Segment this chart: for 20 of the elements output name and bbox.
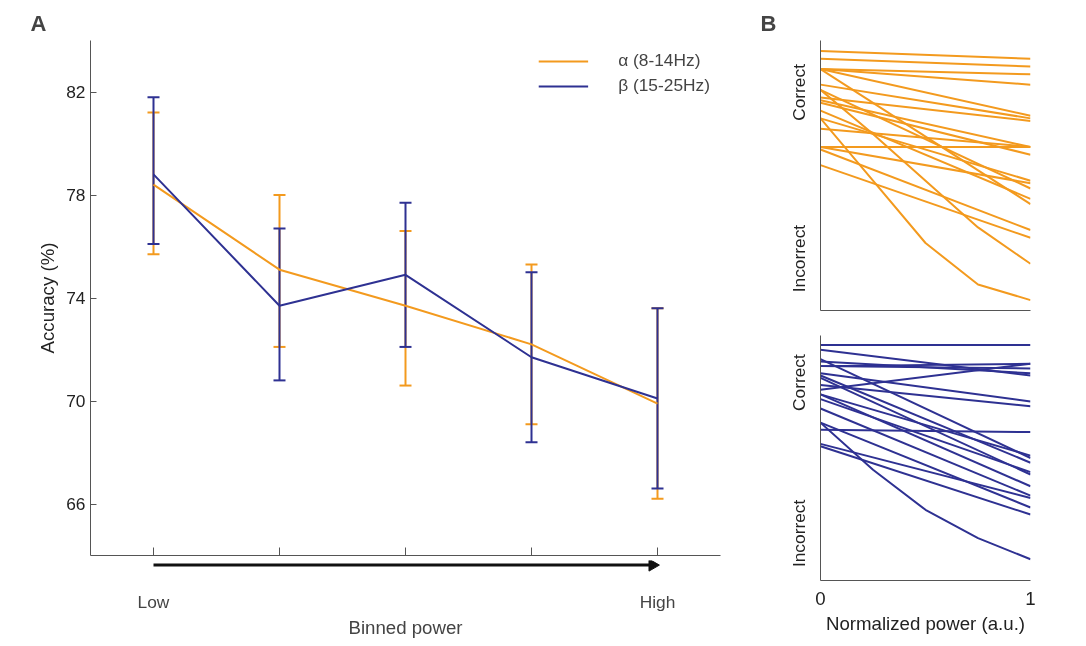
y-tick-label: 74 (66, 288, 86, 308)
y-tick-label: 78 (66, 185, 86, 205)
x-axis-title: Binned power (348, 616, 463, 638)
x-axis-title: Normalized power (a.u.) (825, 612, 1026, 634)
y-axis-title: Accuracy (%) (37, 242, 59, 354)
x-tick-label: High (639, 591, 676, 612)
chart-title: A (30, 10, 47, 36)
x-tick-label: 1 (1025, 587, 1036, 609)
y-tick-label: 70 (66, 391, 86, 411)
y-tick-label: 82 (66, 82, 86, 102)
text: Correct (789, 63, 810, 121)
y-tick-label: 66 (66, 494, 86, 514)
legend-label: β (15-25Hz) (618, 75, 710, 96)
legend-label: α (8-14Hz) (618, 50, 701, 71)
x-tick-label: 0 (815, 587, 826, 609)
text: Incorrect (789, 499, 810, 568)
text: Incorrect (789, 224, 810, 293)
chart-title: B (760, 10, 777, 36)
x-tick-label: Low (137, 591, 170, 612)
text: Correct (789, 354, 810, 412)
